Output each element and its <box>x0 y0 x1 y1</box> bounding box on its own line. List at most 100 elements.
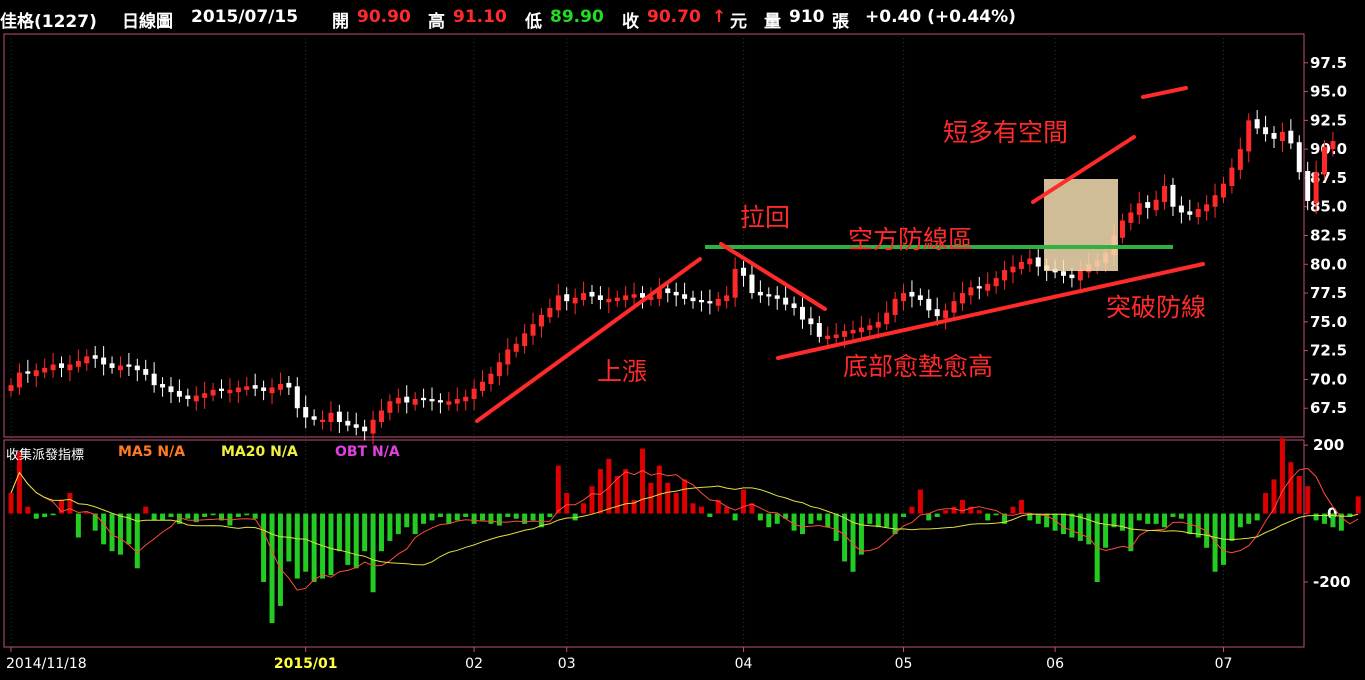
indicator-bar <box>623 469 629 514</box>
indicator-bar <box>555 465 561 514</box>
indicator-bar <box>682 479 688 514</box>
candle-body <box>496 362 502 376</box>
candle-body <box>75 361 81 367</box>
candle-body <box>640 293 645 298</box>
candle-body <box>67 364 73 371</box>
indicator-bar <box>766 513 772 528</box>
indicator-bar <box>1086 513 1092 545</box>
indicator-bar <box>530 513 536 521</box>
indicator-bar <box>631 499 637 514</box>
candle-body <box>353 424 359 428</box>
indicator-bar <box>1305 486 1311 514</box>
indicator-bar <box>959 499 965 514</box>
candle-body <box>1119 220 1125 238</box>
indicator-bar <box>244 513 250 516</box>
annotation-resistance: 空方防線區 <box>848 225 974 254</box>
candle-body <box>505 349 511 365</box>
indicator-bar <box>370 513 376 593</box>
ma20-legend: MA20 N/A <box>221 444 298 460</box>
candle-body <box>564 294 570 302</box>
indicator-bar <box>480 513 486 521</box>
candle-body <box>1263 127 1269 135</box>
indicator-bar <box>589 486 595 514</box>
indicator-bar <box>799 513 805 535</box>
indicator-bar <box>151 513 157 521</box>
indicator-bar <box>1128 513 1134 552</box>
indicator-bar <box>378 513 384 552</box>
candle-body <box>1035 257 1041 267</box>
indicator-bar <box>993 513 999 516</box>
short-term-trend-line <box>1031 135 1136 204</box>
candle-body <box>1313 172 1319 204</box>
breakout-highlight-box <box>1044 179 1118 271</box>
indicator-bar <box>1279 438 1285 514</box>
candle-body <box>126 364 132 367</box>
indicator-bar <box>25 506 31 514</box>
candle-body <box>362 426 368 432</box>
candle-body <box>235 387 241 393</box>
candle-body <box>328 412 334 423</box>
candle-body <box>715 298 721 306</box>
indicator-bar <box>437 513 443 517</box>
indicator-bar <box>1035 513 1041 524</box>
candle-body <box>378 410 384 423</box>
candle-body <box>1128 212 1134 223</box>
candle-body <box>471 388 477 400</box>
indicator-bar <box>446 513 452 524</box>
x-tick-label: 2014/11/18 <box>6 656 87 672</box>
indicator-bar <box>842 513 848 562</box>
indicator-bar <box>1296 475 1302 514</box>
candle-body <box>294 386 300 409</box>
price-tick-label: 87.5 <box>1310 169 1347 187</box>
indicator-bar <box>429 513 435 521</box>
indicator-tick-label: -200 <box>1313 573 1351 591</box>
candle-body <box>707 301 713 304</box>
candle-body <box>463 396 469 402</box>
indicator-bar <box>1313 513 1319 521</box>
indicator-bar <box>50 513 56 516</box>
annotation-short-term: 短多有空間 <box>943 118 1069 147</box>
candle-body <box>92 355 98 359</box>
indicator-bar <box>202 513 208 517</box>
indicator-bar <box>235 513 241 517</box>
indicator-bar <box>1119 513 1125 531</box>
indicator-bar <box>336 513 342 552</box>
chart-period[interactable]: 日線圖 <box>122 12 173 32</box>
indicator-bar <box>1153 513 1159 524</box>
candle-body <box>370 419 376 434</box>
candle-body <box>1330 141 1336 150</box>
indicator-bar <box>496 513 502 526</box>
indicator-bar <box>59 499 65 514</box>
indicator-bar <box>1246 513 1252 524</box>
candle-body <box>176 390 182 397</box>
indicator-bar <box>606 458 612 514</box>
candle-body <box>614 297 620 302</box>
candle-body <box>884 312 890 325</box>
indicator-panel-frame <box>3 439 1305 648</box>
indicator-bar <box>875 513 881 528</box>
indicator-bar <box>134 513 140 569</box>
price-tick-label: 95.0 <box>1310 83 1347 101</box>
candle-body <box>193 395 199 402</box>
indicator-bar <box>143 506 149 514</box>
low-label: 低 <box>525 12 542 32</box>
indicator-bar <box>84 511 90 514</box>
indicator-bar <box>976 510 982 514</box>
candle-body <box>311 416 317 420</box>
candle-body <box>101 357 107 365</box>
indicator-bar <box>917 489 923 514</box>
candle-body <box>1069 274 1075 279</box>
ma5-line <box>10 467 1359 591</box>
candle-body <box>1187 211 1193 215</box>
high-value: 91.10 <box>453 7 507 27</box>
candle-body <box>993 278 999 287</box>
indicator-bar <box>741 489 747 514</box>
x-tick-label: 04 <box>735 656 753 672</box>
candle-body <box>589 291 595 297</box>
close-value: 90.70 <box>647 7 701 27</box>
indicator-bar <box>816 513 822 521</box>
indicator-bar <box>1061 513 1066 535</box>
candle-body <box>25 371 31 374</box>
indicator-bar <box>522 513 528 524</box>
